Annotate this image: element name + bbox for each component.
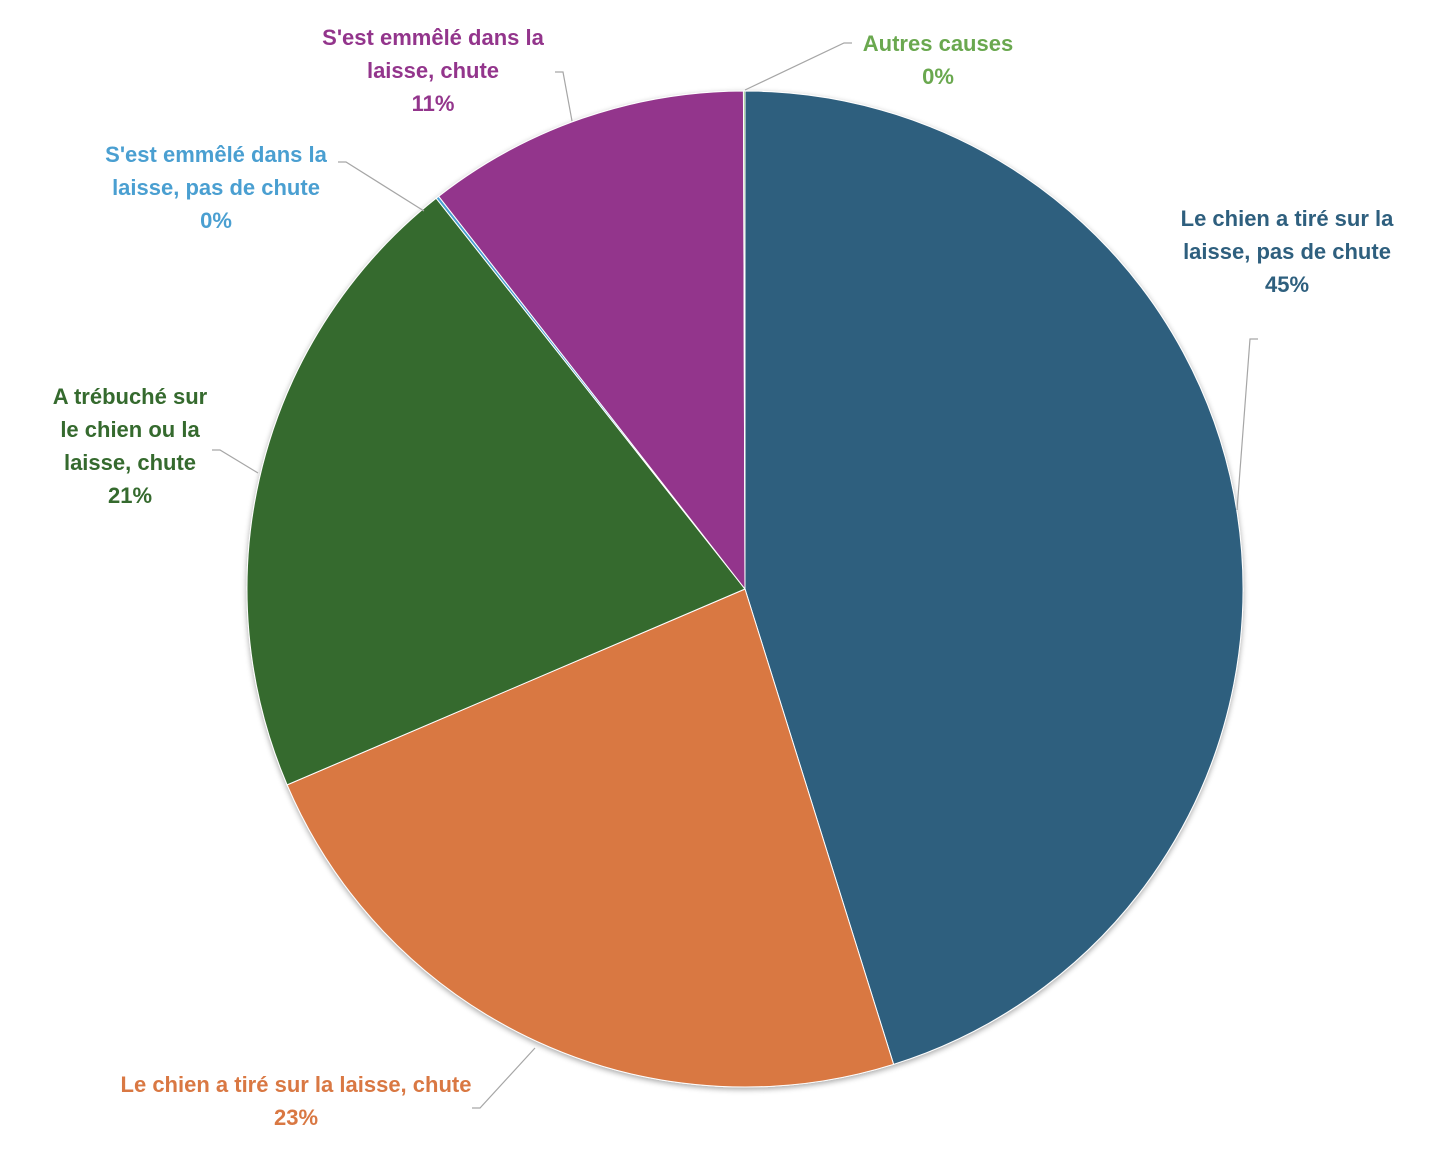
slice-category-text: laisse, pas de chute bbox=[112, 175, 320, 200]
slice-category-text: S'est emmêlé dans la bbox=[105, 142, 327, 167]
leader-line-5 bbox=[555, 71, 573, 122]
slice-label-5: S'est emmêlé dans la laisse, chute 11% bbox=[322, 25, 544, 116]
slice-label-2: Le chien a tiré sur la laisse, chute 23% bbox=[121, 1072, 472, 1130]
pie-slice-3 bbox=[246, 197, 746, 786]
slice-percent-text: 21% bbox=[108, 483, 152, 508]
leader-lines bbox=[212, 42, 1258, 1109]
slice-category-text: Le chien a tiré sur la bbox=[1181, 206, 1395, 231]
slice-category-text: le chien ou la bbox=[60, 417, 200, 442]
slice-category-text: Le chien a tiré sur la laisse, chute bbox=[121, 1072, 472, 1097]
slice-percent-text: 0% bbox=[922, 64, 954, 89]
slice-label-6: Autres causes 0% bbox=[863, 31, 1013, 89]
leader-line-1 bbox=[1236, 338, 1258, 511]
slice-percent-text: 11% bbox=[412, 91, 455, 116]
slice-label-1: Le chien a tiré sur la laisse, pas de chu… bbox=[1181, 206, 1395, 297]
leader-line-4 bbox=[338, 161, 425, 212]
pie-slices bbox=[246, 90, 1244, 1088]
slice-category-text: laisse, chute bbox=[64, 450, 196, 475]
slice-category-text: Autres causes bbox=[863, 31, 1013, 56]
slice-category-text: A trébuché sur bbox=[53, 384, 208, 409]
slice-percent-text: 23% bbox=[274, 1105, 318, 1130]
slice-percent-text: 45% bbox=[1265, 272, 1309, 297]
pie-slice-2 bbox=[286, 588, 895, 1088]
pie-slice-5 bbox=[437, 90, 746, 591]
leader-line-2 bbox=[472, 1047, 536, 1109]
pie-slice-1 bbox=[744, 90, 1244, 1065]
slice-label-4: S'est emmêlé dans la laisse, pas de chute… bbox=[105, 142, 327, 233]
slice-category-text: laisse, pas de chute bbox=[1183, 239, 1391, 264]
leader-line-6 bbox=[744, 42, 852, 91]
slice-category-text: laisse, chute bbox=[367, 58, 499, 83]
slice-labels: Le chien a tiré sur la laisse, pas de chu… bbox=[53, 25, 1394, 1130]
slice-label-3: A trébuché sur le chien ou la laisse, chut… bbox=[53, 384, 208, 508]
slice-category-text: S'est emmêlé dans la bbox=[322, 25, 544, 50]
pie-slice-6 bbox=[742, 90, 746, 590]
slice-percent-text: 0% bbox=[200, 208, 232, 233]
leader-line-3 bbox=[212, 449, 259, 474]
